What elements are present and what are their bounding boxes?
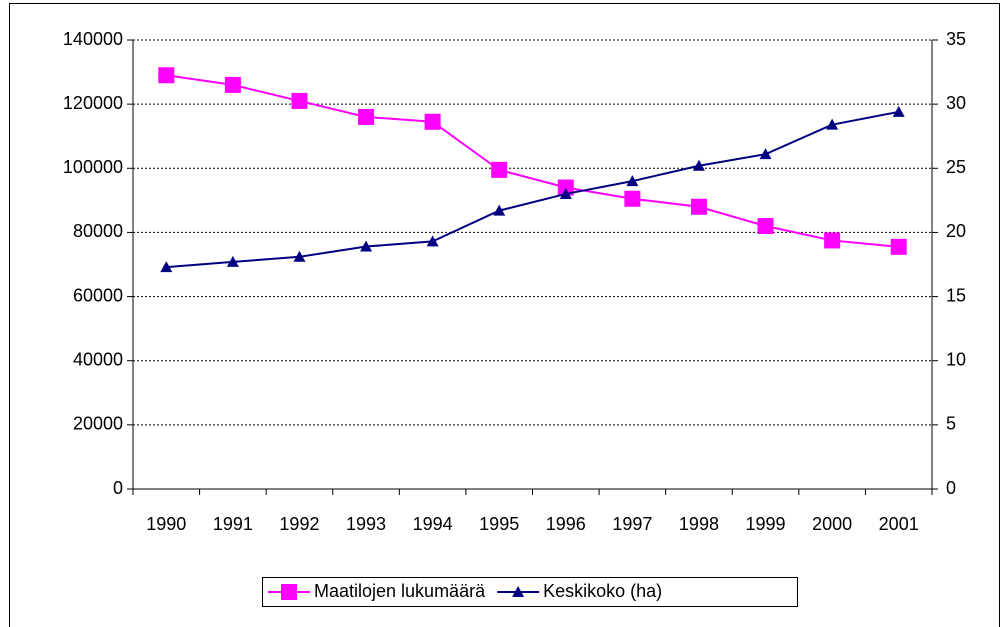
y-tick-label: 140000 <box>63 29 123 49</box>
chart-frame <box>9 3 1000 627</box>
x-tick-label: 1995 <box>479 514 519 534</box>
line <box>166 110 899 269</box>
x-tick-label: 1997 <box>612 514 652 534</box>
marker <box>759 148 772 160</box>
marker <box>757 218 774 235</box>
y2-tick-label: 35 <box>946 29 966 49</box>
x-tick-label: 2000 <box>812 514 852 534</box>
y2-tick-label: 30 <box>946 93 966 113</box>
marker <box>226 255 239 267</box>
marker <box>160 261 173 273</box>
x-tick-label: 1992 <box>279 514 319 534</box>
y-tick-label: 0 <box>113 478 123 498</box>
x-tick-label: 1993 <box>346 514 386 534</box>
marker <box>690 198 707 215</box>
x-tick-label: 1991 <box>213 514 253 534</box>
y2-tick-label: 0 <box>946 478 956 498</box>
marker <box>892 105 905 117</box>
y-tick-label: 20000 <box>73 414 123 434</box>
y2-tick-label: 10 <box>946 349 966 369</box>
marker <box>358 108 375 125</box>
marker <box>491 161 508 178</box>
marker <box>626 175 639 187</box>
x-tick-label: 1999 <box>746 514 786 534</box>
marker <box>557 179 574 196</box>
y2-tick-label: 15 <box>946 285 966 305</box>
x-tick-label: 1996 <box>546 514 586 534</box>
marker <box>360 240 373 252</box>
x-tick-label: 1998 <box>679 514 719 534</box>
x-tick-label: 2001 <box>879 514 919 534</box>
y-tick-label: 100000 <box>63 157 123 177</box>
marker <box>624 190 641 207</box>
marker <box>493 204 506 216</box>
marker <box>826 118 839 130</box>
y-tick-label: 120000 <box>63 93 123 113</box>
marker <box>824 232 841 249</box>
marker <box>293 250 306 262</box>
marker <box>559 187 572 199</box>
marker <box>426 235 439 247</box>
marker <box>692 159 705 171</box>
legend-label: Keskikoko (ha) <box>543 581 662 601</box>
marker <box>890 238 907 255</box>
marker <box>281 584 297 600</box>
marker <box>291 92 308 109</box>
x-tick-label: 1990 <box>146 514 186 534</box>
x-tick-label: 1994 <box>413 514 453 534</box>
line <box>166 74 899 248</box>
marker <box>158 67 175 84</box>
y2-tick-label: 5 <box>946 414 956 434</box>
y-tick-label: 60000 <box>73 285 123 305</box>
marker <box>224 76 241 93</box>
marker <box>424 113 441 130</box>
legend-label: Maatilojen lukumäärä <box>314 581 486 601</box>
y2-tick-label: 25 <box>946 157 966 177</box>
y2-tick-label: 20 <box>946 221 966 241</box>
legend-box <box>262 577 798 607</box>
y-tick-label: 80000 <box>73 221 123 241</box>
y-tick-label: 40000 <box>73 349 123 369</box>
marker <box>512 586 525 597</box>
